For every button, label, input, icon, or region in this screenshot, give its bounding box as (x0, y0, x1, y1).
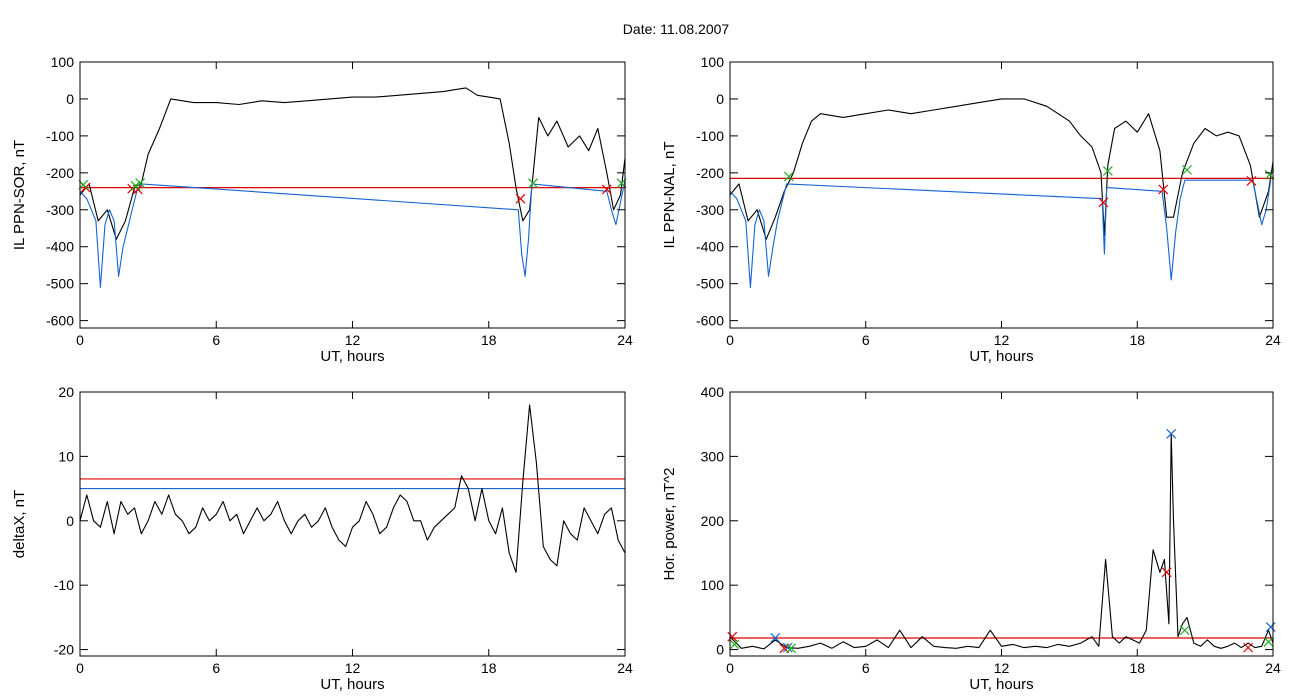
x-tick-label: 6 (862, 332, 870, 348)
chart-panel-4: 0 6 12 18 24 0 100 200 300 400 UT, hours Hor. power… (661, 384, 1281, 693)
x-tick-label: 12 (345, 660, 361, 676)
y-axis-label: deltaX, nT (11, 490, 28, 558)
series-line-2 (729, 179, 1272, 288)
series-line-1 (729, 433, 1274, 650)
y-tick-label: -600 (46, 313, 74, 329)
x-marker-4 (1265, 622, 1276, 632)
y-tick-label: 200 (701, 513, 725, 529)
x-tick-label: 24 (617, 332, 633, 348)
y-tick-label: 10 (58, 448, 74, 464)
y-axis-label: IL PPN-NAL, nT (661, 142, 678, 249)
x-marker-11 (729, 639, 740, 650)
y-tick-label: -200 (696, 165, 724, 181)
x-axis-label: UT, hours (969, 348, 1033, 365)
series-line-1 (79, 87, 626, 240)
x-marker-4 (515, 193, 526, 204)
x-tick-label: 24 (1265, 332, 1281, 348)
x-marker-9 (528, 178, 538, 189)
x-tick-label: 0 (76, 660, 84, 676)
x-marker-8 (1243, 642, 1254, 653)
y-tick-label: 0 (66, 91, 74, 107)
y-tick-label: -100 (46, 128, 74, 144)
y-tick-label: 0 (716, 91, 724, 107)
figure-title: Date: 11.08.2007 (623, 21, 730, 37)
x-axis-label: UT, hours (320, 676, 384, 693)
y-axis-label: Hor. power, nT^2 (661, 468, 678, 581)
x-tick-label: 18 (1129, 332, 1145, 348)
x-tick-label: 18 (481, 660, 497, 676)
x-marker-2 (1158, 184, 1169, 195)
x-tick-label: 6 (212, 332, 220, 348)
x-marker-8 (135, 178, 146, 189)
x-marker-3 (1246, 176, 1257, 186)
x-marker-5 (1161, 567, 1172, 578)
x-tick-label: 0 (76, 332, 84, 348)
x-marker-5 (1102, 166, 1113, 176)
y-tick-label: 0 (66, 513, 74, 529)
x-marker-2 (770, 633, 781, 643)
y-tick-label: -200 (46, 165, 74, 181)
x-marker-6 (1182, 164, 1192, 175)
y-tick-label: -400 (46, 239, 74, 255)
x-tick-label: 12 (345, 332, 361, 348)
x-tick-label: 24 (617, 660, 633, 676)
y-axis-label: IL PPN-SOR, nT (11, 140, 28, 250)
y-tick-label: 100 (51, 54, 75, 70)
x-marker-5 (601, 184, 612, 195)
x-tick-label: 0 (726, 660, 734, 676)
x-axis-label: UT, hours (320, 348, 384, 365)
x-marker-12 (1263, 636, 1274, 647)
plot-frame (729, 391, 1274, 657)
x-tick-label: 6 (212, 660, 220, 676)
plot-frame (729, 61, 1274, 329)
chart-panel-1: 0 6 12 18 24 -600 -500 -400 -300 -200 -100 0 100 UT, … (11, 54, 633, 365)
x-tick-label: 12 (994, 332, 1010, 348)
y-tick-label: 0 (716, 642, 724, 658)
x-marker-9 (786, 643, 797, 654)
x-marker-3 (782, 642, 793, 653)
series-line-2 (79, 180, 626, 288)
y-tick-label: 400 (701, 384, 725, 400)
x-tick-label: 24 (1265, 660, 1281, 676)
y-tick-label: -600 (696, 313, 724, 329)
y-tick-label: -500 (46, 276, 74, 292)
plot-frame (79, 391, 626, 657)
y-tick-label: -100 (696, 128, 724, 144)
x-marker-10 (1179, 625, 1190, 636)
y-tick-label: -400 (696, 239, 724, 255)
y-tick-label: -20 (54, 642, 74, 658)
x-tick-label: 18 (481, 332, 497, 348)
y-tick-label: -300 (696, 202, 724, 218)
y-tick-label: 20 (58, 384, 74, 400)
y-tick-label: 100 (701, 577, 725, 593)
x-tick-label: 6 (862, 660, 870, 676)
y-tick-label: 300 (701, 448, 725, 464)
series-line-1 (79, 404, 626, 573)
chart-panel-2: 0 6 12 18 24 -600 -500 -400 -300 -200 -100 0 100 UT, … (661, 54, 1281, 365)
x-marker-7 (727, 631, 738, 642)
x-marker-1 (1098, 197, 1109, 208)
x-marker-4 (783, 171, 794, 182)
x-tick-label: 0 (726, 332, 734, 348)
y-tick-label: -10 (54, 577, 74, 593)
x-tick-label: 12 (994, 660, 1010, 676)
chart-panel-3: 0 6 12 18 24 -20 -10 0 10 20 UT, hours deltaX, nT (11, 384, 633, 693)
x-axis-label: UT, hours (969, 676, 1033, 693)
series-line-1 (729, 98, 1274, 240)
plot-frame (79, 61, 626, 329)
y-tick-label: -500 (696, 276, 724, 292)
y-tick-label: 100 (701, 54, 725, 70)
x-marker-1 (1166, 428, 1177, 439)
x-marker-7 (130, 180, 141, 191)
x-tick-label: 18 (1129, 660, 1145, 676)
y-tick-label: -300 (46, 202, 74, 218)
